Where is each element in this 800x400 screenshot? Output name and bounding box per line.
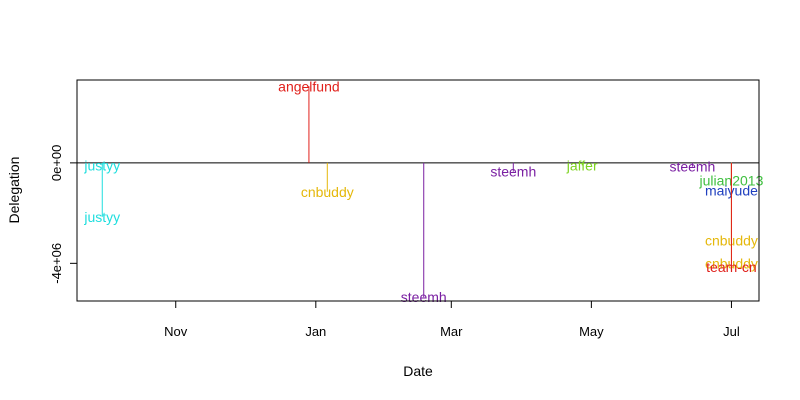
x-tick-label: Jan [305,324,326,339]
delegation-point-label: jaffer [566,157,598,173]
delegation-point-label: steemh [490,164,536,180]
y-axis: 0e+00 -4e+06 [49,145,78,284]
y-tick-label: 0e+00 [49,145,64,182]
plot-frame [76,79,760,302]
x-axis-title: Date [403,363,433,379]
x-axis: Nov Jan Mar May Jul [164,300,740,339]
delegation-point-label: steemh [669,159,715,175]
delegation-point-label: angelfund [278,78,340,94]
x-tick-label: Nov [164,324,188,339]
x-tick-label: Mar [440,324,463,339]
chart-marks: justyyjustyyangelfundcnbuddysteemhsteemh… [77,78,764,305]
x-tick-label: May [579,324,604,339]
x-tick-label: Jul [723,324,740,339]
delegation-point-label: steemh [401,289,447,305]
delegation-point-label: cnbuddy [301,184,354,200]
y-tick-label: -4e+06 [49,243,64,284]
y-axis-title: Delegation [6,157,22,224]
delegation-point-label: justyy [83,209,120,225]
delegation-point-label: team-cn [706,259,757,275]
